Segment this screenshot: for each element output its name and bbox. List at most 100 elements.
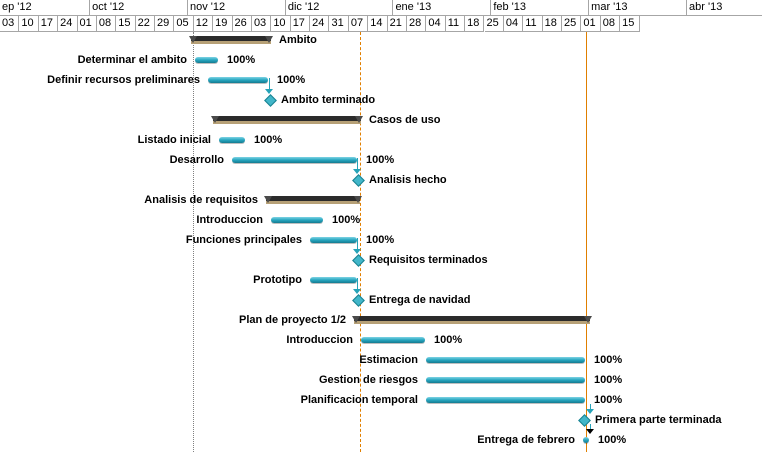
task-bar[interactable] bbox=[426, 357, 585, 363]
week-header-cell: 01 bbox=[77, 16, 97, 32]
task-label: Gestion de riesgos bbox=[318, 374, 418, 386]
task-bar[interactable] bbox=[361, 337, 425, 343]
timescale-header: ep '12 oct '12 nov '12 dic '12 ene '13 feb '1… bbox=[0, 0, 762, 32]
week-header-cell: 11 bbox=[445, 16, 466, 32]
month-header-cell: ep '12 bbox=[0, 0, 91, 16]
summary-end-cap bbox=[265, 36, 273, 43]
dependency-line bbox=[357, 238, 358, 250]
deadline-line bbox=[586, 32, 587, 452]
task-label: Determinar el ambito bbox=[77, 54, 187, 66]
week-header-cell: 18 bbox=[465, 16, 485, 32]
task-percent-label: 100% bbox=[227, 54, 256, 66]
milestone-diamond[interactable] bbox=[352, 254, 365, 267]
week-header-cell: 05 bbox=[174, 16, 194, 32]
week-header-cell: 24 bbox=[58, 16, 78, 32]
week-header-cell: 21 bbox=[387, 16, 407, 32]
task-bar[interactable] bbox=[195, 57, 218, 63]
task-label: Estimacion bbox=[359, 354, 418, 366]
task-label: Introduccion bbox=[196, 214, 263, 226]
week-header-cell: 03 bbox=[251, 16, 272, 32]
dependency-line bbox=[590, 404, 591, 410]
task-percent-label: 100% bbox=[594, 374, 623, 386]
task-percent-label: 100% bbox=[366, 234, 395, 246]
summary-bar[interactable] bbox=[352, 316, 592, 323]
task-label: Funciones principales bbox=[185, 234, 302, 246]
milestone-label: Requisitos terminados bbox=[369, 254, 488, 266]
task-label: Prototipo bbox=[253, 274, 302, 286]
week-header-cell: 17 bbox=[290, 16, 311, 32]
task-bar[interactable] bbox=[583, 437, 589, 443]
task-label: Introduccion bbox=[286, 334, 353, 346]
summary-label: Analisis de requisitos bbox=[144, 194, 258, 206]
task-bar[interactable] bbox=[219, 137, 245, 143]
dependency-arrow bbox=[265, 89, 273, 94]
summary-bar[interactable] bbox=[211, 116, 363, 123]
dependency-arrow bbox=[586, 429, 594, 434]
dependency-line bbox=[357, 158, 358, 170]
dependency-line bbox=[590, 424, 591, 430]
task-label: Listado inicial bbox=[137, 134, 211, 146]
task-bar[interactable] bbox=[208, 77, 268, 83]
summary-label: Ambito bbox=[279, 34, 317, 46]
task-bar[interactable] bbox=[232, 157, 357, 163]
week-header-cell: 04 bbox=[426, 16, 446, 32]
week-header-cell: 25 bbox=[562, 16, 582, 32]
summary-label: Plan de proyecto 1/2 bbox=[239, 314, 346, 326]
task-bar[interactable] bbox=[310, 237, 357, 243]
week-header-cell: 10 bbox=[271, 16, 291, 32]
month-header-cell: ene '13 bbox=[393, 0, 492, 16]
milestone-diamond[interactable] bbox=[352, 294, 365, 307]
milestone-diamond[interactable] bbox=[264, 94, 277, 107]
task-label: Definir recursos preliminares bbox=[47, 74, 200, 86]
milestone-label: Analisis hecho bbox=[369, 174, 447, 186]
week-header-cell: 28 bbox=[406, 16, 427, 32]
week-header-cell: 08 bbox=[96, 16, 117, 32]
month-header-cell: dic '12 bbox=[285, 0, 394, 16]
week-header-cell: 08 bbox=[600, 16, 621, 32]
summary-start-cap bbox=[211, 116, 219, 123]
month-header-cell: oct '12 bbox=[90, 0, 188, 16]
task-bar[interactable] bbox=[271, 217, 323, 223]
task-bar[interactable] bbox=[426, 397, 585, 403]
week-header-cell: 15 bbox=[116, 16, 136, 32]
month-header-cell: mar '13 bbox=[589, 0, 688, 16]
task-percent-label: 100% bbox=[598, 434, 627, 446]
week-header-cell: 07 bbox=[348, 16, 369, 32]
task-percent-label: 100% bbox=[366, 154, 395, 166]
month-header-cell: nov '12 bbox=[188, 0, 286, 16]
summary-end-cap bbox=[354, 196, 362, 203]
milestone-diamond[interactable] bbox=[352, 174, 365, 187]
dependency-line bbox=[269, 78, 270, 90]
gantt-chart: Ambito Determinar el ambito 100% Definir re… bbox=[0, 32, 762, 452]
week-header-cell: 26 bbox=[232, 16, 252, 32]
week-header-cell: 31 bbox=[329, 16, 349, 32]
milestone-diamond[interactable] bbox=[578, 414, 591, 427]
summary-bar[interactable] bbox=[264, 196, 362, 203]
summary-start-cap bbox=[264, 196, 272, 203]
week-header-cell: 04 bbox=[503, 16, 524, 32]
task-label: Planificacion temporal bbox=[300, 394, 418, 406]
summary-bar[interactable] bbox=[189, 36, 273, 43]
summary-start-cap bbox=[189, 36, 197, 43]
today-line bbox=[193, 32, 194, 452]
month-header-cell: feb '13 bbox=[491, 0, 590, 16]
task-bar[interactable] bbox=[426, 377, 585, 383]
status-line bbox=[360, 32, 361, 452]
week-header-cell: 01 bbox=[581, 16, 601, 32]
week-header-cell: 14 bbox=[368, 16, 388, 32]
week-header-cell: 24 bbox=[310, 16, 330, 32]
summary-start-cap bbox=[352, 316, 360, 323]
dependency-arrow bbox=[353, 169, 361, 174]
summary-end-cap bbox=[355, 116, 363, 123]
task-bar[interactable] bbox=[310, 277, 357, 283]
task-percent-label: 100% bbox=[434, 334, 463, 346]
week-header-cell: 12 bbox=[193, 16, 214, 32]
week-header-cell: 22 bbox=[135, 16, 156, 32]
summary-end-cap bbox=[584, 316, 592, 323]
summary-label: Casos de uso bbox=[369, 114, 441, 126]
week-header-cell: 19 bbox=[213, 16, 233, 32]
week-header-cell: 15 bbox=[620, 16, 640, 32]
task-percent-label: 100% bbox=[254, 134, 283, 146]
week-header-cell: 10 bbox=[19, 16, 39, 32]
milestone-label: Primera parte terminada bbox=[595, 414, 722, 426]
